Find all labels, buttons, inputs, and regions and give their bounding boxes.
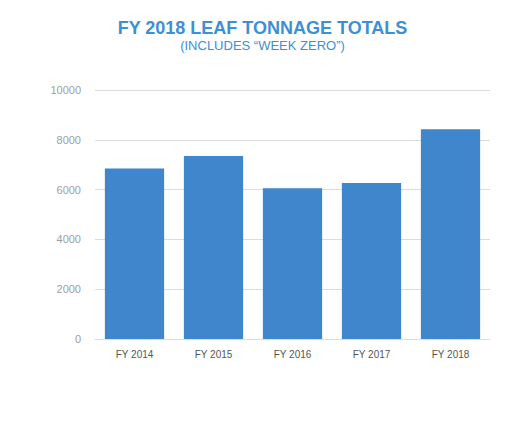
svg-text:(INCLUDES “WEEK ZERO”): (INCLUDES “WEEK ZERO”) xyxy=(180,38,345,53)
svg-text:4000: 4000 xyxy=(57,233,81,245)
svg-text:8000: 8000 xyxy=(57,134,81,146)
svg-text:FY 2018: FY 2018 xyxy=(432,349,470,360)
svg-text:FY 2018 LEAF TONNAGE TOTALS: FY 2018 LEAF TONNAGE TOTALS xyxy=(118,18,408,38)
svg-text:FY 2015: FY 2015 xyxy=(195,349,233,360)
svg-text:6000: 6000 xyxy=(57,184,81,196)
svg-text:FY 2017: FY 2017 xyxy=(353,349,391,360)
svg-text:2000: 2000 xyxy=(57,283,81,295)
svg-text:10000: 10000 xyxy=(50,84,81,96)
svg-text:FY 2014: FY 2014 xyxy=(116,349,154,360)
svg-text:FY 2016: FY 2016 xyxy=(274,349,312,360)
svg-text:0: 0 xyxy=(75,333,81,345)
